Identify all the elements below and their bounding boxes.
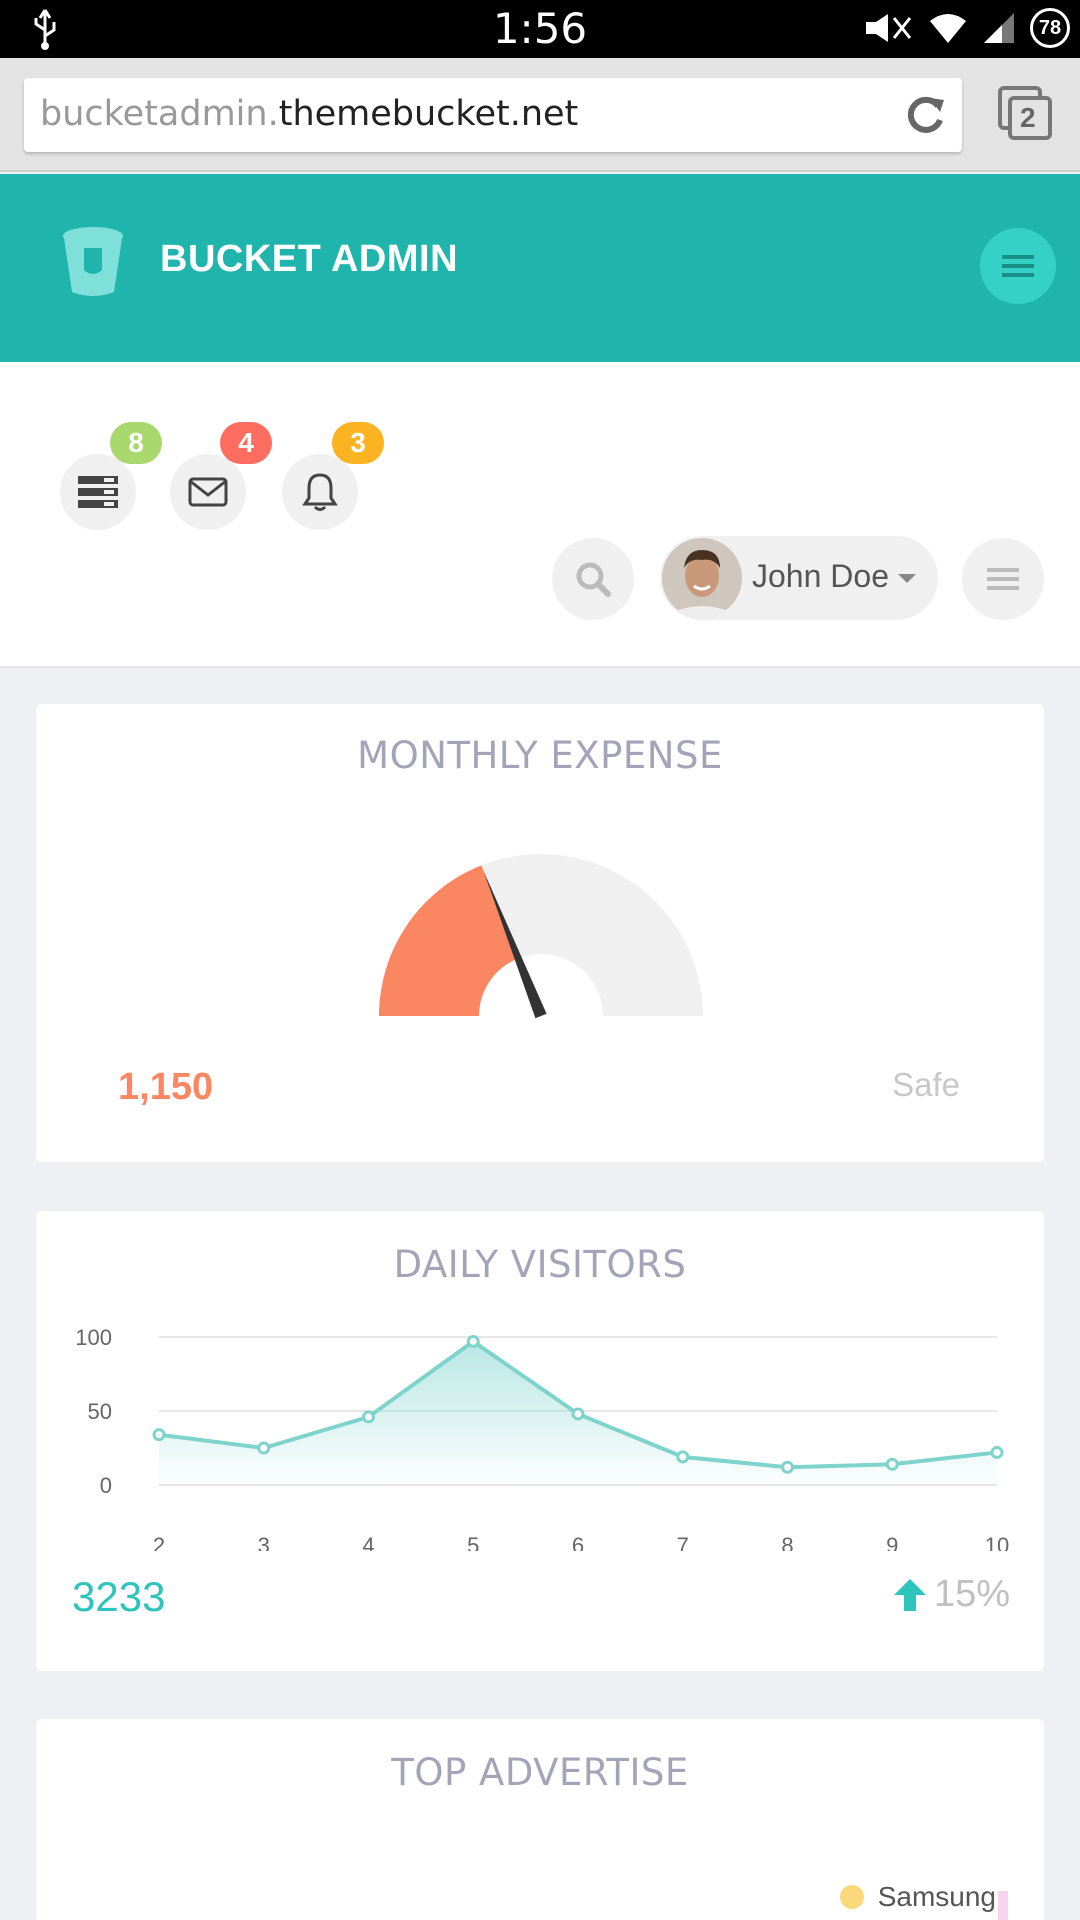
reload-icon[interactable] [900,90,950,140]
change-value: 15% [933,1573,1010,1615]
url-prefix: bucketadmin. [40,94,279,134]
tasks-badge: 8 [110,422,162,464]
bell-icon [302,473,338,511]
sidebar-toggle-button[interactable] [980,228,1056,304]
x-tick-label: 4 [362,1533,374,1551]
legend-item: Samsung [839,1881,996,1913]
panel-title: DAILY VISITORS [393,1243,687,1286]
x-tick-label: 8 [781,1533,793,1551]
x-tick-label: 5 [467,1533,479,1551]
legend-label: Samsung [877,1881,996,1912]
user-menu[interactable]: John Doe [660,536,938,620]
tab-switcher-button[interactable]: 2 [998,86,1054,142]
visitors-total: 3233 [72,1573,166,1620]
url-domain: themebucket.net [278,94,579,134]
chevron-down-icon [898,574,916,583]
top-advertise-panel: TOP ADVERTISE Samsung [36,1719,1044,1920]
panel-title: MONTHLY EXPENSE [357,734,723,777]
clock: 1:56 [492,4,588,53]
url-text: bucketadmin.themebucket.net [40,94,578,134]
tabs-icon [998,86,1052,140]
gauge-fill [379,865,519,1016]
daily-visitors-panel: DAILY VISITORS 0 50 100 2 3 4 5 6 7 8 9 10 3233 15% [36,1211,1044,1671]
usb-icon [34,9,56,50]
tab-count: 2 [1020,102,1036,133]
data-point [781,1460,794,1474]
brand-title: BUCKET ADMIN [160,238,459,280]
data-point [466,1334,480,1348]
y-tick-label: 0 [100,1473,112,1498]
envelope-icon [188,477,228,507]
server-icon [78,476,118,508]
notifications-button[interactable]: 3 [282,422,384,530]
y-tick-label: 100 [75,1325,112,1350]
user-photo [662,538,742,618]
avatar [662,538,742,618]
data-point [152,1428,166,1442]
messages-button[interactable]: 4 [170,422,272,530]
monthly-expense-panel: MONTHLY EXPENSE 1,150 Safe [36,704,1044,1162]
x-tick-label: 7 [677,1533,689,1551]
browser-toolbar: bucketadmin.themebucket.net 2 [0,58,1080,172]
hamburger-icon [987,568,1019,590]
messages-badge: 4 [220,422,272,464]
legend-swatch [839,1885,864,1909]
wifi-icon [930,14,966,43]
panel-title: TOP ADVERTISE [391,1751,689,1794]
data-point [257,1441,271,1455]
expense-status: Safe [892,1066,960,1103]
visitors-chart: 0 50 100 2 3 4 5 6 7 8 9 10 [75,1325,1009,1551]
address-bar[interactable]: bucketadmin.themebucket.net [24,78,962,152]
user-name: John Doe [752,558,889,594]
data-point [362,1410,375,1424]
search-icon [576,562,611,597]
battery-indicator: 78 [1030,8,1070,48]
expense-value: 1,150 [118,1066,214,1108]
expense-gauge [379,854,703,1019]
chart-slice-edge [998,1891,1008,1920]
y-tick-label: 50 [88,1399,112,1424]
data-point [885,1457,899,1471]
arrow-up-icon [893,1578,926,1611]
x-tick-label: 6 [572,1533,584,1551]
data-point [990,1445,1004,1459]
hamburger-icon [1002,255,1034,277]
data-point [676,1450,690,1464]
gauge-needle [483,870,547,1019]
visitors-change: 15% [892,1573,1010,1616]
search-button[interactable] [552,538,634,620]
bucket-logo-icon[interactable] [62,226,124,298]
right-sidebar-toggle[interactable] [962,538,1044,620]
top-nav: 8 4 3 John Doe [0,362,1080,668]
x-tick-label: 10 [985,1533,1009,1551]
x-tick-label: 2 [153,1533,165,1551]
notifications-badge: 3 [332,422,384,464]
tasks-button[interactable]: 8 [60,422,162,530]
status-bar: 1:56 78 [0,0,1080,58]
mute-icon [866,14,912,42]
x-tick-label: 3 [258,1533,270,1551]
app-header: BUCKET ADMIN [0,174,1080,362]
signal-icon [984,13,1014,43]
data-point [571,1407,585,1421]
visitors-area [159,1341,997,1485]
x-tick-label: 9 [886,1533,898,1551]
